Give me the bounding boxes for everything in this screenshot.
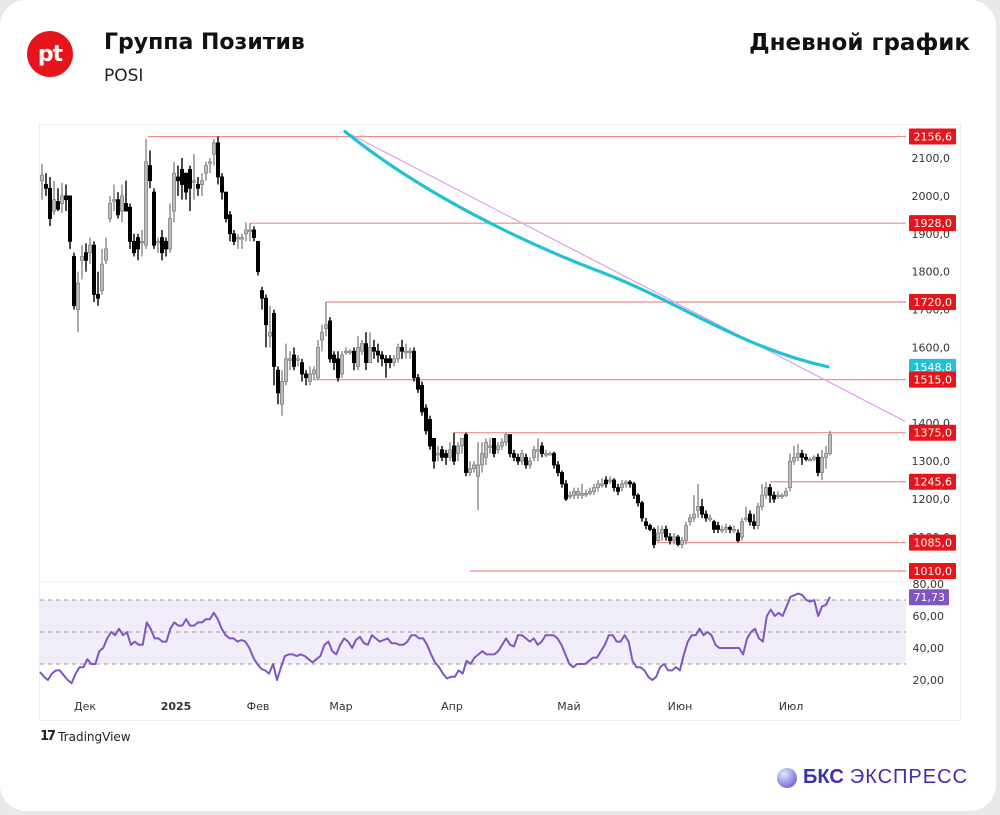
svg-text:80,00: 80,00 [913, 578, 945, 591]
svg-text:1600,0: 1600,0 [912, 341, 951, 354]
sma-line [343, 129, 830, 369]
svg-text:Май: Май [557, 700, 580, 713]
svg-text:71,73: 71,73 [914, 591, 946, 604]
svg-text:2000,0: 2000,0 [912, 190, 951, 203]
company-name: Группа Позитив [104, 30, 305, 55]
svg-text:1720,0: 1720,0 [914, 296, 953, 309]
chart-frame [39, 124, 961, 721]
svg-text:Апр: Апр [441, 700, 463, 713]
rsi-line [39, 592, 831, 685]
svg-text:Дек: Дек [74, 700, 96, 713]
bks-brand-light: ЭКСПРЕСС [849, 766, 968, 788]
svg-text:1928,0: 1928,0 [914, 217, 953, 230]
svg-text:2156,6: 2156,6 [914, 131, 953, 144]
svg-text:1800,0: 1800,0 [912, 266, 951, 279]
support-resistance-levels [148, 135, 906, 572]
svg-text:1300,0: 1300,0 [912, 455, 951, 468]
bks-brand-bold: БКС [803, 766, 844, 788]
svg-text:1548,8: 1548,8 [914, 361, 953, 374]
bks-express-logo: БКС ЭКСПРЕСС [777, 766, 968, 789]
svg-text:1200,0: 1200,0 [912, 493, 951, 506]
time-axis[interactable]: Дек 2025 Фев Мар Апр Май Июн Июл [74, 700, 803, 713]
svg-text:2100,0: 2100,0 [912, 152, 951, 165]
tradingview-watermark: 17 TradingView [40, 729, 131, 744]
rsi-pane [40, 581, 906, 665]
tradingview-icon: 17 [40, 729, 56, 744]
svg-text:1010,0: 1010,0 [914, 565, 953, 578]
svg-text:60,00: 60,00 [913, 610, 945, 623]
svg-text:1245,6: 1245,6 [914, 476, 953, 489]
positive-technologies-logo: pt [27, 31, 73, 77]
svg-text:Фев: Фев [247, 700, 270, 713]
chart-title: Дневной график [749, 30, 970, 56]
ticker-symbol: POSI [104, 66, 144, 86]
svg-text:20,00: 20,00 [913, 674, 945, 687]
rsi-axis[interactable]: 80,00 60,00 40,00 20,00 [913, 578, 945, 687]
trendline [344, 130, 906, 422]
candlesticks [40, 136, 833, 549]
svg-text:1515,0: 1515,0 [914, 374, 953, 387]
bks-sphere-icon [777, 767, 798, 788]
price-tags: 1548,8 2156,6 1928,0 1720,0 1515,0 1375,0 1245… [909, 128, 956, 606]
svg-text:Мар: Мар [329, 700, 352, 713]
tradingview-label: TradingView [58, 729, 131, 744]
svg-text:Июн: Июн [668, 700, 693, 713]
svg-text:40,00: 40,00 [913, 642, 945, 655]
svg-text:1375,0: 1375,0 [914, 427, 953, 440]
svg-text:1085,0: 1085,0 [914, 537, 953, 550]
svg-text:2025: 2025 [161, 700, 192, 713]
svg-text:Июл: Июл [779, 700, 804, 713]
